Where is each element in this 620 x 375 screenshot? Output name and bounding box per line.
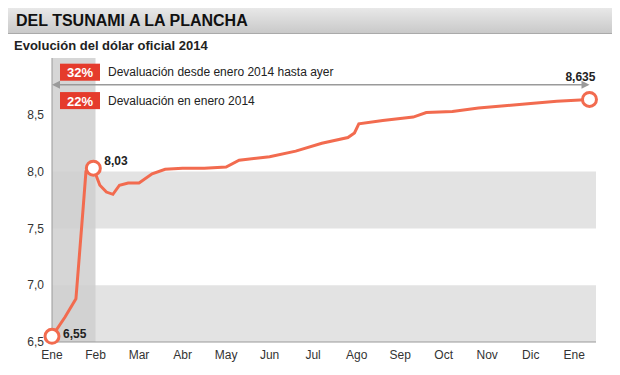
svg-text:Ago: Ago — [346, 348, 368, 362]
svg-text:Oct: Oct — [434, 348, 453, 362]
svg-text:22%: 22% — [67, 94, 93, 109]
svg-text:7,5: 7,5 — [27, 222, 44, 236]
svg-text:Ene: Ene — [564, 348, 586, 362]
svg-text:Feb: Feb — [85, 348, 106, 362]
svg-text:Ene: Ene — [41, 348, 63, 362]
svg-text:8,635: 8,635 — [565, 70, 595, 84]
html-text:Evolución del dólar oficial 20: Evolución del dólar oficial 2014 — [14, 38, 208, 53]
svg-text:May: May — [215, 348, 238, 362]
svg-text:Dic: Dic — [522, 348, 539, 362]
svg-text:32%: 32% — [67, 65, 93, 80]
svg-text:Jun: Jun — [260, 348, 279, 362]
svg-text:6,55: 6,55 — [63, 327, 87, 341]
svg-text:Nov: Nov — [477, 348, 498, 362]
svg-text:Mar: Mar — [129, 348, 150, 362]
svg-text:Abr: Abr — [173, 348, 192, 362]
svg-text:8,0: 8,0 — [27, 165, 44, 179]
html-text:DEL TSUNAMI A LA PLANCHA: DEL TSUNAMI A LA PLANCHA — [16, 11, 248, 29]
svg-text:7,0: 7,0 — [27, 278, 44, 292]
svg-text:Devaluación desde enero 2014 h: Devaluación desde enero 2014 hasta ayer — [108, 65, 334, 79]
svg-text:6,5: 6,5 — [27, 335, 44, 349]
svg-text:Sep: Sep — [389, 348, 411, 362]
svg-text:8,03: 8,03 — [104, 154, 128, 168]
svg-text:8,5: 8,5 — [27, 108, 44, 122]
svg-text:Jul: Jul — [305, 348, 320, 362]
svg-text:Devaluación en enero 2014: Devaluación en enero 2014 — [108, 94, 255, 108]
